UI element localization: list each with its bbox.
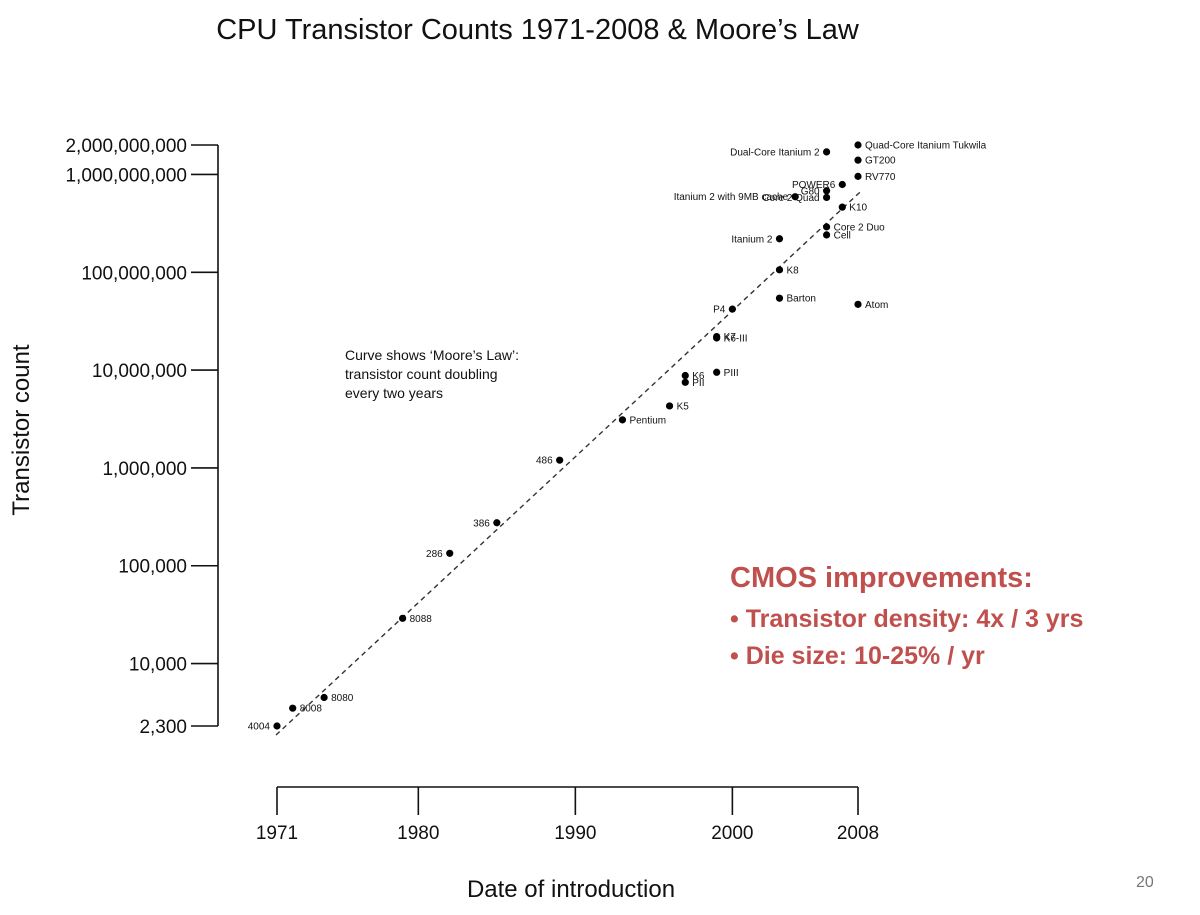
data-point — [289, 704, 297, 712]
data-point — [822, 187, 831, 195]
data-point — [791, 193, 799, 201]
point-label: Barton — [786, 294, 815, 305]
point-label: 4004 — [248, 722, 271, 733]
point-label: P4 — [713, 305, 726, 316]
callout-item-density: • Transistor density: 4x / 3 yrs — [730, 605, 1084, 633]
y-tick-label: 100,000,000 — [81, 263, 187, 284]
y-tick-label: 10,000,000 — [92, 361, 187, 382]
point-label: PIII — [724, 368, 739, 379]
point-label: GT200 — [865, 156, 896, 167]
point-label: 8088 — [410, 614, 433, 625]
data-point — [822, 231, 831, 239]
data-point — [556, 456, 564, 464]
point-label: K10 — [849, 203, 867, 214]
data-point — [273, 722, 281, 730]
point-label: POWER6 — [792, 180, 836, 191]
x-tick-label: 2000 — [711, 823, 753, 844]
point-label: 286 — [426, 549, 443, 560]
y-axis-label: Transistor count — [8, 344, 35, 516]
point-label: G80 — [801, 186, 820, 197]
point-label: Dual-Core Itanium 2 — [730, 147, 820, 158]
callout-heading: CMOS improvements: — [730, 562, 1033, 594]
point-label: Itanium 2 with 9MB cache — [674, 192, 789, 203]
point-label: PII — [692, 378, 704, 389]
data-point — [822, 148, 831, 156]
y-tick-label: 2,300 — [139, 717, 187, 738]
point-label: K8 — [786, 265, 799, 276]
data-point — [854, 300, 862, 308]
point-label: Pentium — [629, 415, 666, 426]
point-label: K7 — [724, 332, 737, 343]
y-tick-label: 100,000 — [118, 557, 187, 578]
data-point — [822, 193, 831, 202]
point-label: Itanium 2 — [731, 234, 773, 245]
callout-item-die-size: • Die size: 10-25% / yr — [730, 642, 985, 670]
y-tick-label: 1,000,000,000 — [65, 165, 187, 186]
y-tick-label: 1,000,000 — [102, 459, 187, 480]
point-label: K6-III — [724, 333, 748, 344]
annotation-line: transistor count doubling — [345, 366, 498, 382]
x-axis: 1971 1980 1990 2000 2008 — [256, 786, 879, 844]
data-point — [681, 371, 689, 380]
data-point — [854, 172, 862, 180]
point-label: Core 2 Duo — [834, 222, 886, 233]
data-point — [665, 402, 674, 410]
data-point — [775, 294, 784, 302]
point-label: 386 — [473, 518, 490, 529]
point-label: RV770 — [865, 172, 896, 183]
data-point — [775, 266, 784, 274]
point-label: Core 2 Quad — [762, 193, 819, 204]
data-point — [838, 203, 846, 211]
x-tick-label: 1980 — [397, 823, 439, 844]
data-point — [854, 156, 862, 164]
data-point — [838, 180, 846, 189]
data-point — [775, 235, 784, 243]
data-point — [854, 141, 862, 149]
y-tick-label: 10,000 — [129, 655, 187, 676]
cmos-callout: CMOS improvements: • Transistor density:… — [730, 562, 1083, 675]
chart-title: CPU Transistor Counts 1971-2008 & Moore’… — [216, 14, 859, 46]
data-point — [728, 305, 736, 313]
x-tick-label: 1971 — [256, 823, 298, 844]
point-label: K5 — [677, 401, 690, 412]
annotation-line: Curve shows ‘Moore’s Law’: — [345, 347, 519, 363]
x-axis-label: Date of introduction — [467, 876, 675, 903]
data-points — [273, 141, 862, 730]
data-point — [493, 519, 501, 527]
point-label: Atom — [865, 300, 888, 311]
data-point — [713, 368, 721, 376]
data-point — [399, 614, 407, 622]
data-point — [320, 693, 328, 702]
data-point — [713, 332, 721, 341]
moores-law-trend-line — [275, 191, 861, 736]
page-number: 20 — [1136, 874, 1154, 891]
y-axis: 2,000,000,000 1,000,000,000 100,000,000 10,… — [65, 136, 219, 738]
point-label: K6 — [692, 371, 705, 382]
data-point — [618, 416, 627, 424]
annotation-line: every two years — [345, 385, 443, 401]
data-point — [822, 223, 831, 231]
point-label: 8008 — [300, 704, 323, 715]
point-label: Cell — [834, 230, 851, 241]
y-tick-label: 2,000,000,000 — [65, 136, 187, 157]
x-tick-label: 2008 — [837, 823, 879, 844]
data-point — [446, 549, 454, 557]
point-label: 486 — [536, 456, 553, 467]
moores-law-annotation: Curve shows ‘Moore’s Law’: transistor cou… — [345, 347, 519, 401]
data-point — [681, 378, 689, 386]
point-label: 8080 — [331, 693, 354, 704]
x-tick-label: 1990 — [554, 823, 596, 844]
point-label: Quad-Core Itanium Tukwila — [865, 141, 987, 152]
